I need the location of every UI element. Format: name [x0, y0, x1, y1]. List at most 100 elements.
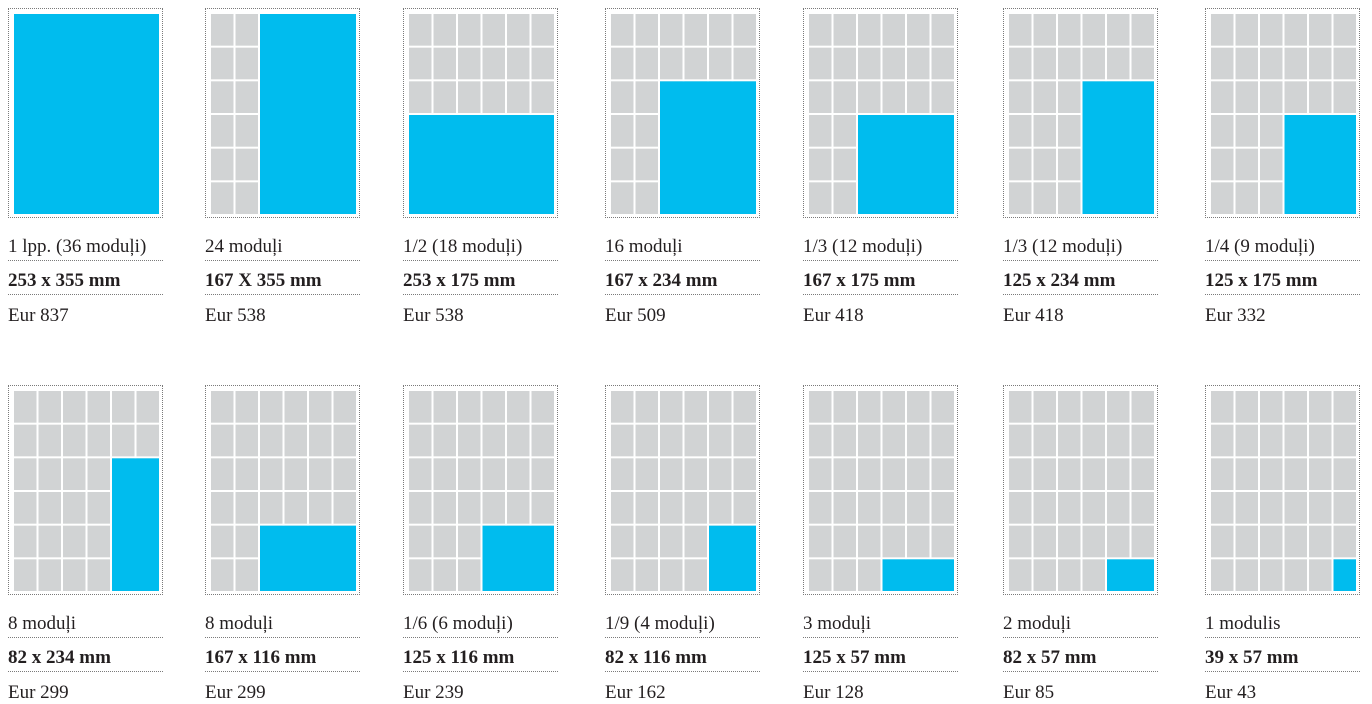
grid-module: [858, 559, 881, 591]
grid-module: [1284, 424, 1307, 457]
grid-module: [1009, 182, 1032, 214]
grid-module: [1211, 559, 1234, 591]
grid-module: [1009, 559, 1032, 591]
grid-module: [635, 115, 658, 147]
grid-module: [409, 458, 432, 490]
grid-module: [1260, 81, 1283, 113]
grid-module: [333, 492, 356, 524]
grid-module: [531, 458, 554, 490]
grid-module: [1284, 391, 1307, 423]
grid-module: [709, 492, 732, 524]
format-size: 167 x 175 mm: [803, 270, 958, 295]
module-grid: [14, 14, 159, 214]
page-layout-diagram: [205, 8, 360, 218]
grid-module: [635, 559, 658, 591]
grid-module: [1082, 14, 1105, 46]
grid-module: [531, 424, 554, 457]
grid-module: [235, 14, 258, 46]
module-grid: [1009, 14, 1154, 214]
grid-module: [660, 492, 683, 524]
grid-module: [1033, 115, 1056, 147]
grid-module: [38, 559, 61, 591]
grid-module: [611, 525, 634, 558]
grid-module: [235, 559, 258, 591]
format-price: Eur 43: [1205, 682, 1257, 703]
grid-module: [1309, 424, 1332, 457]
grid-module: [1309, 47, 1332, 80]
grid-module: [1211, 115, 1234, 147]
grid-module: [235, 182, 258, 214]
grid-module: [235, 148, 258, 181]
grid-module: [309, 424, 332, 457]
grid-module: [507, 458, 530, 490]
grid-module: [809, 115, 832, 147]
ad-area: [14, 14, 159, 214]
ad-area: [1082, 81, 1154, 214]
grid-module: [433, 525, 456, 558]
ad-area: [660, 81, 756, 214]
ad-area: [1284, 115, 1356, 214]
grid-module: [1260, 559, 1283, 591]
grid-module: [1107, 525, 1130, 558]
format-name: 1 modulis: [1205, 613, 1360, 638]
grid-module: [63, 525, 86, 558]
format-name: 1/9 (4 moduļi): [605, 613, 760, 638]
grid-module: [1009, 148, 1032, 181]
grid-module: [1131, 391, 1154, 423]
format-name: 2 moduļi: [1003, 613, 1158, 638]
grid-module: [1211, 525, 1234, 558]
grid-module: [684, 14, 707, 46]
grid-module: [1107, 391, 1130, 423]
ad-area: [858, 115, 954, 214]
format-price: Eur 837: [8, 305, 69, 326]
grid-module: [1009, 391, 1032, 423]
grid-module: [1309, 525, 1332, 558]
ad-area: [709, 525, 756, 591]
grid-module: [1009, 492, 1032, 524]
grid-module: [809, 14, 832, 46]
grid-module: [333, 391, 356, 423]
format-price: Eur 538: [403, 305, 464, 326]
grid-module: [635, 47, 658, 80]
grid-module: [1082, 47, 1105, 80]
grid-module: [433, 391, 456, 423]
grid-module: [38, 458, 61, 490]
grid-module: [1033, 47, 1056, 80]
grid-module: [809, 559, 832, 591]
grid-module: [882, 424, 905, 457]
grid-module: [833, 115, 856, 147]
module-grid: [409, 14, 554, 214]
format-size: 82 x 116 mm: [605, 647, 760, 672]
grid-module: [87, 424, 110, 457]
grid-module: [660, 525, 683, 558]
grid-module: [1058, 525, 1081, 558]
grid-module: [409, 391, 432, 423]
grid-module: [1058, 47, 1081, 80]
grid-module: [1309, 458, 1332, 490]
grid-module: [284, 424, 307, 457]
format-price: Eur 128: [803, 682, 864, 703]
grid-module: [63, 492, 86, 524]
grid-module: [1131, 14, 1154, 46]
grid-module: [1058, 182, 1081, 214]
grid-module: [635, 81, 658, 113]
grid-module: [531, 81, 554, 113]
module-grid: [1211, 14, 1356, 214]
grid-module: [684, 47, 707, 80]
grid-module: [635, 14, 658, 46]
module-grid: [1009, 391, 1154, 591]
grid-module: [235, 492, 258, 524]
grid-module: [907, 81, 930, 113]
grid-module: [833, 182, 856, 214]
grid-module: [433, 81, 456, 113]
grid-module: [433, 458, 456, 490]
grid-module: [1082, 492, 1105, 524]
grid-module: [858, 81, 881, 113]
grid-module: [660, 391, 683, 423]
format-name: 24 moduļi: [205, 236, 360, 261]
grid-module: [1260, 458, 1283, 490]
grid-module: [260, 391, 283, 423]
grid-module: [833, 148, 856, 181]
format-size: 125 x 116 mm: [403, 647, 558, 672]
grid-module: [684, 391, 707, 423]
